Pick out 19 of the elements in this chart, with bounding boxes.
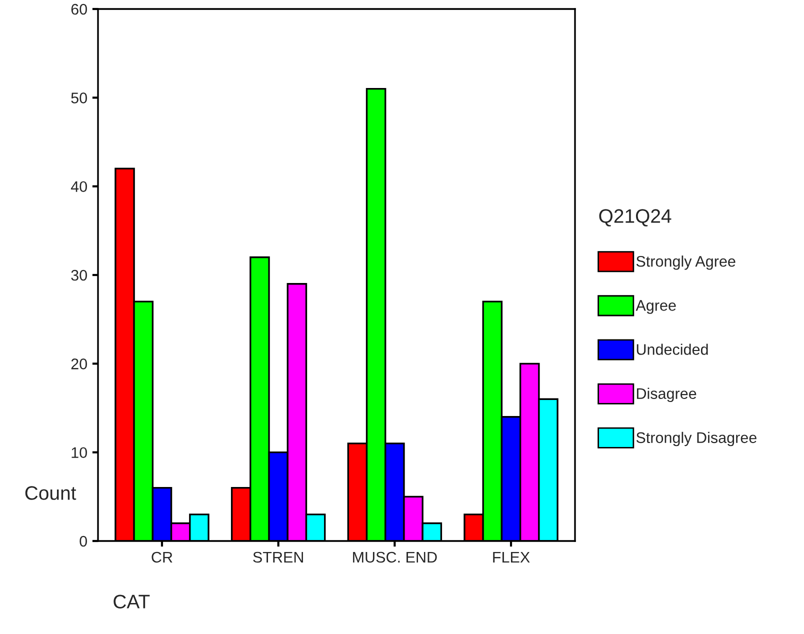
y-axis-title: Count [25,486,76,500]
x-tick-label: STREN [253,552,303,563]
x-axis-title: CAT [114,594,150,608]
legend-label: Disagree [636,388,696,402]
legend-label: Agree [636,300,676,314]
y-tick-label: 0 [80,536,87,547]
legend-label: Strongly Disagree [636,432,756,446]
x-tick-label: MUSC. END [353,552,437,563]
y-tick-label: 40 [70,181,87,192]
y-tick-label: 10 [72,447,87,458]
legend-label: Strongly Agree [636,256,736,270]
legend-title: Q21Q24 [599,209,672,226]
y-tick-label: 20 [71,358,87,370]
x-tick-label: CR [152,552,172,563]
y-tick-label: 30 [71,270,87,281]
y-tick-label: 60 [71,4,87,15]
x-tick-label: FLEX [493,552,530,562]
y-tick-label: 50 [71,92,87,104]
legend-label: Undecided [636,344,708,355]
